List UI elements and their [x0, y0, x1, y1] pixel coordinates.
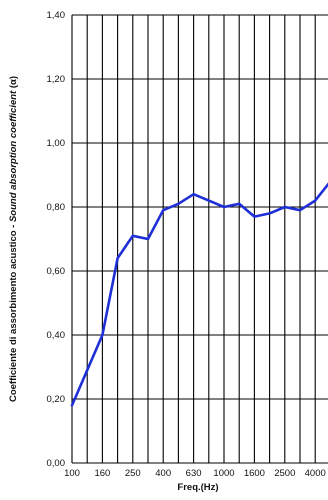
x-tick-label: 400	[155, 468, 171, 479]
x-axis-title: Freq.(Hz)	[177, 482, 218, 493]
x-tick-label: 4000	[305, 468, 326, 479]
x-tick-label: 2500	[274, 468, 295, 479]
x-tick-label: 1000	[213, 468, 234, 479]
y-axis-title-part: Sound absorption coefficient	[8, 90, 19, 222]
y-tick-label: 0,60	[47, 266, 66, 277]
series-line	[70, 182, 328, 407]
x-tick-label: 100	[64, 468, 80, 479]
y-axis-title: Coefficiente di assorbimento acustico - …	[8, 76, 19, 402]
y-tick-label: 1,40	[47, 10, 66, 21]
y-axis-title-part: (α)	[8, 76, 19, 91]
y-tick-label: 0,80	[47, 202, 66, 213]
y-tick-label: 1,00	[47, 138, 66, 149]
y-tick-label: 1,20	[47, 74, 66, 85]
y-axis-title-part: Coefficiente di assorbimento acustico -	[8, 222, 19, 402]
x-tick-label: 160	[94, 468, 110, 479]
x-tick-label: 630	[186, 468, 202, 479]
y-tick-label: 0,20	[47, 394, 66, 405]
y-tick-label: 0,00	[47, 458, 66, 469]
y-tick-label: 0,40	[47, 330, 66, 341]
x-tick-label: 250	[125, 468, 141, 479]
x-tick-label: 1600	[244, 468, 265, 479]
